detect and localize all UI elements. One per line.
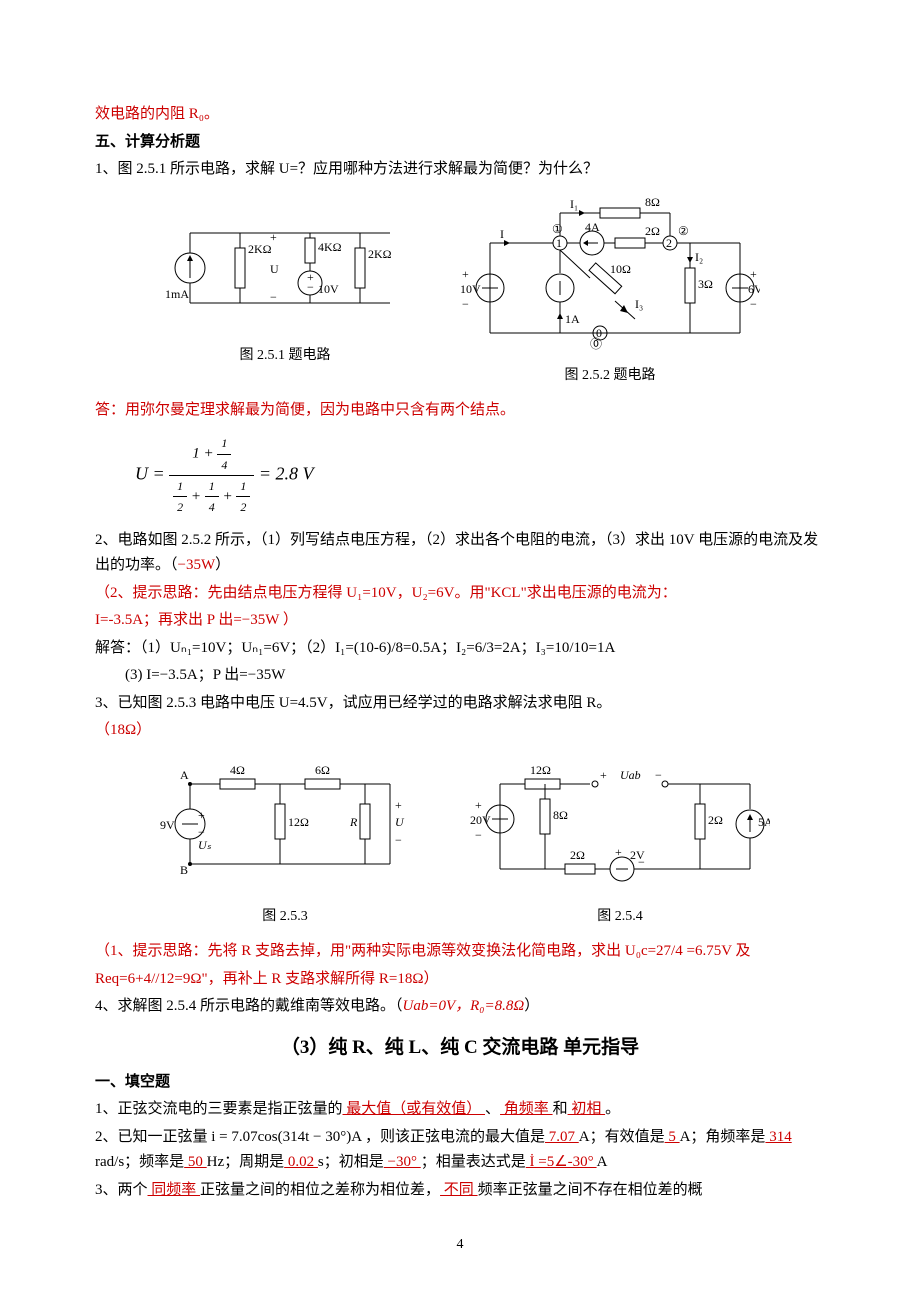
fill-1: 1、正弦交流电的三要素是指正弦量的 最大值（或有效值） 、 角频率 和 初相 。	[95, 1097, 825, 1123]
label-2k: 2KΩ	[248, 242, 272, 256]
l252-I3: I₃	[635, 297, 643, 311]
fig254-caption: 图 2.5.4	[470, 905, 770, 929]
l254-2b: 2Ω	[708, 813, 723, 827]
l253-A: A	[180, 768, 189, 782]
label-plus: +	[270, 230, 277, 244]
l252-4A: 4A	[585, 220, 600, 234]
hint2-line2: I=-3.5A；再求出 P 出=−35W ）	[95, 608, 825, 634]
l253-R: R	[349, 815, 358, 829]
svg-text:+: +	[615, 845, 622, 859]
hint2-line1: （2、提示思路：先由结点电压方程得 U₁=10V，U₂=6V。用"KCL"求出电…	[95, 581, 825, 607]
svg-text:+: +	[395, 798, 402, 812]
l253-B: B	[180, 863, 188, 877]
fig-254-svg: + 20V − 12Ω + 8Ω 2Ω + 2V −	[470, 754, 770, 894]
l253-6: 6Ω	[315, 763, 330, 777]
l252-2: 2Ω	[645, 224, 660, 238]
svg-text:−: −	[475, 828, 482, 842]
l252-n1: ①	[552, 222, 563, 236]
fill-2: 2、已知一正弦量 i = 7.07cos(314t − 30°)A ，则该正弦电…	[95, 1125, 825, 1176]
sol2-line2: (3) I=−3.5A；P 出=−35W	[95, 663, 825, 689]
l254-2a: 2Ω	[570, 848, 585, 862]
fig253-caption: 图 2.5.3	[150, 905, 420, 929]
svg-text:−: −	[198, 825, 205, 839]
hint3-line2: Req=6+4//12=9Ω"，再补上 R 支路求解所得 R=18Ω）	[95, 967, 825, 993]
q3-red: （18Ω）	[95, 718, 825, 744]
q4-text: 4、求解图 2.5.4 所示电路的戴维南等效电路。（Uab=0V，R₀=8.8Ω…	[95, 994, 825, 1020]
label-1ma: 1mA	[165, 287, 189, 301]
svg-text:−: −	[395, 833, 402, 847]
sol2-line1: 解答：（1）Uₙ₁=10V；Uₙ₁=6V；（2）I₁=(10-6)/8=0.5A…	[95, 636, 825, 662]
l252-n0: ⓪	[590, 337, 602, 351]
q3-text: 3、已知图 2.5.3 电路中电压 U=4.5V，试应用已经学过的电路求解法求电…	[95, 691, 825, 717]
l253-12: 12Ω	[288, 815, 309, 829]
fig252-caption: 图 2.5.2 题电路	[460, 364, 760, 388]
fig-252-svg: + 10V − I 1 ① I₁ 8Ω 4A	[460, 193, 760, 353]
fig-251-svg: 1mA 2KΩ + U − 4KΩ + − 10V	[160, 193, 410, 333]
fig-253-svg: A 4Ω 6Ω 9V + − Uₛ B 12Ω	[150, 754, 420, 894]
l252-10v: 10V	[460, 282, 481, 296]
fill-title: 一、填空题	[95, 1070, 825, 1096]
svg-text:+: +	[750, 267, 757, 281]
l252-8: 8Ω	[645, 195, 660, 209]
fig-253: A 4Ω 6Ω 9V + − Uₛ B 12Ω	[150, 754, 420, 929]
svg-text:+: +	[198, 808, 205, 822]
q2-text: 2、电路如图 2.5.2 所示，（1）列写结点电压方程，（2）求出各个电阻的电流…	[95, 528, 825, 579]
fig251-caption: 图 2.5.1 题电路	[160, 344, 410, 368]
unit3-title: （3）纯 R、纯 L、纯 C 交流电路 单元指导	[95, 1032, 825, 1064]
fig-254: + 20V − 12Ω + 8Ω 2Ω + 2V −	[470, 754, 770, 929]
l252-1A: 1A	[565, 312, 580, 326]
l254-12: 12Ω	[530, 763, 551, 777]
svg-text:+: +	[462, 267, 469, 281]
l254-Uab: Uab	[620, 768, 641, 782]
label-U: U	[270, 262, 279, 276]
l254-5A: 5A	[758, 815, 770, 829]
l252-I1: I₁	[570, 197, 578, 211]
fig-252: + 10V − I 1 ① I₁ 8Ω 4A	[460, 193, 760, 388]
label-minus: −	[270, 290, 277, 304]
svg-text:−: −	[307, 280, 314, 294]
svg-text:−: −	[750, 297, 757, 311]
ans1-formula: U = 1 + 14 12 + 14 + 12 = 2.8 V	[95, 425, 825, 526]
l253-Us: Uₛ	[198, 838, 212, 852]
l253-U: U	[395, 815, 405, 829]
svg-text:−: −	[638, 855, 645, 869]
label-4k: 4KΩ	[318, 240, 342, 254]
ans1-line1: 答：用弥尔曼定理求解最为简便，因为电路中只含有两个结点。	[95, 398, 825, 424]
figure-row-1: 1mA 2KΩ + U − 4KΩ + − 10V	[95, 193, 825, 388]
l254-8: 8Ω	[553, 808, 568, 822]
l252-I2: I₂	[695, 250, 703, 264]
svg-text:1: 1	[556, 236, 562, 250]
figure-row-2: A 4Ω 6Ω 9V + − Uₛ B 12Ω	[95, 754, 825, 929]
label-10v: 10V	[318, 282, 339, 296]
fig-251: 1mA 2KΩ + U − 4KΩ + − 10V	[160, 193, 410, 388]
svg-text:2: 2	[666, 236, 672, 250]
hint3-line1: （1、提示思路：先将 R 支路去掉，用"两种实际电源等效变换法化简电路，求出 U…	[95, 939, 825, 965]
label-2k-r: 2KΩ	[368, 247, 392, 261]
fill-3: 3、两个 同频率 正弦量之间的相位之差称为相位差， 不同 频率正弦量之间不存在相…	[95, 1178, 825, 1204]
page-number: 4	[95, 1233, 825, 1257]
l252-10: 10Ω	[610, 262, 631, 276]
l253-9v: 9V	[160, 818, 175, 832]
l252-6v: 6V	[748, 282, 760, 296]
l253-4: 4Ω	[230, 763, 245, 777]
svg-text:−: −	[655, 768, 662, 782]
l252-I: I	[500, 227, 504, 241]
svg-text:−: −	[462, 297, 469, 311]
l252-n2: ②	[678, 224, 689, 238]
section5-title: 五、计算分析题	[95, 130, 825, 156]
l252-3: 3Ω	[698, 277, 713, 291]
svg-text:+: +	[475, 798, 482, 812]
q1-text: 1、图 2.5.1 所示电路，求解 U=？应用哪种方法进行求解最为简便？为什么？	[95, 157, 825, 183]
svg-text:+: +	[600, 768, 607, 782]
l254-20v: 20V	[470, 813, 491, 827]
top-red-line: 效电路的内阻 R₀。	[95, 102, 825, 128]
